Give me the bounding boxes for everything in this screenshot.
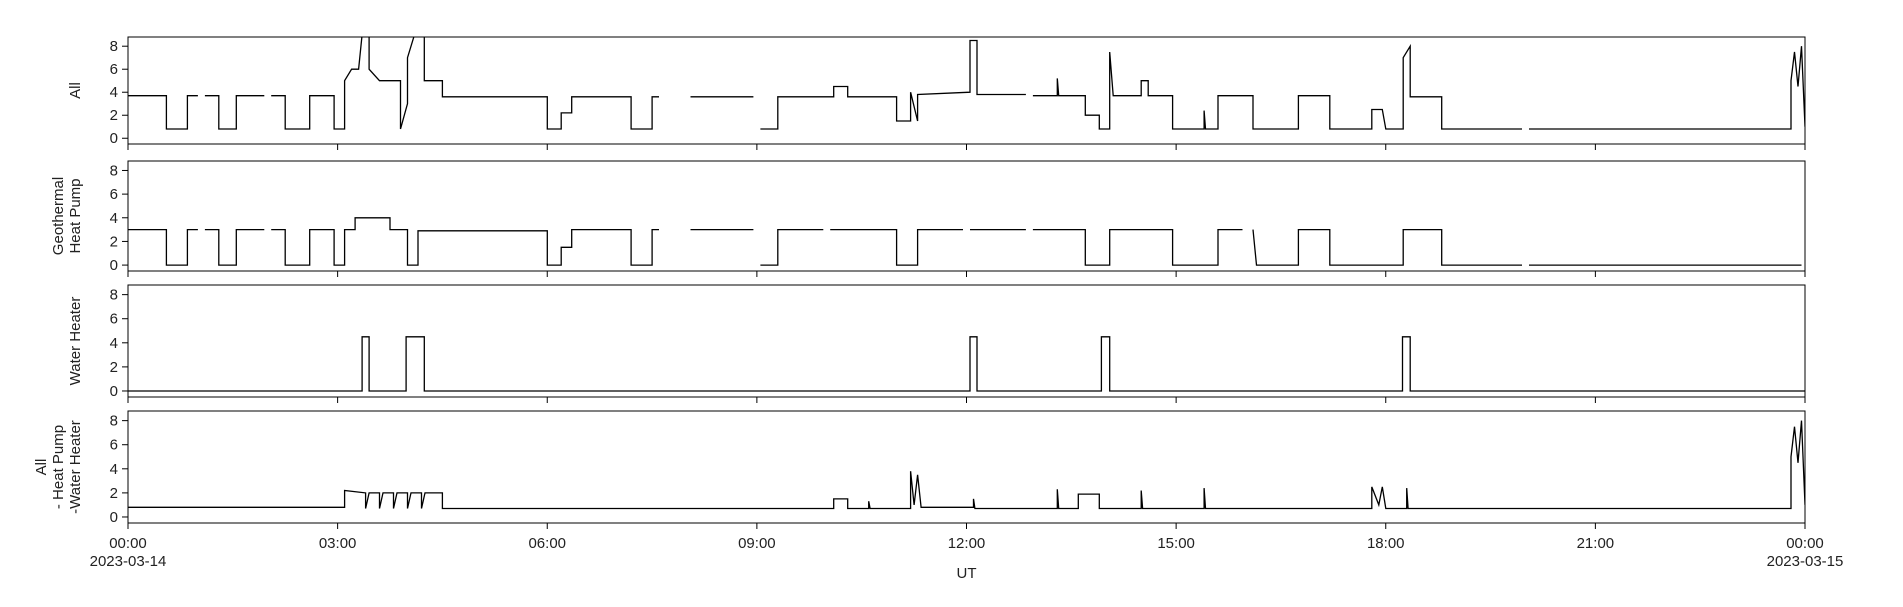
plot-frame: [127, 284, 1806, 398]
y-tick-label: 6: [110, 61, 118, 78]
y-tick-label: 8: [110, 413, 118, 430]
x-tick-label: 06:00: [528, 535, 566, 552]
x-tick-label: 00:00: [109, 535, 147, 552]
y-axis-label: All: [33, 459, 50, 476]
x-tick-label: 03:00: [319, 535, 357, 552]
y-tick-label: 0: [110, 130, 118, 147]
x-tick-label: 21:00: [1577, 535, 1615, 552]
y-axis-label: Geothermal: [50, 177, 67, 255]
data-line: [128, 420, 1805, 510]
plot-frame: [127, 36, 1806, 145]
y-tick-label: 0: [110, 509, 118, 526]
plot-frame: [127, 160, 1806, 272]
y-axis-label: -Water Heater: [67, 420, 84, 514]
y-tick-label: 0: [110, 257, 118, 274]
x-tick-label: 12:00: [948, 535, 986, 552]
y-tick-label: 0: [110, 383, 118, 400]
y-tick-label: 4: [110, 335, 118, 352]
y-tick-label: 6: [110, 311, 118, 328]
y-tick-label: 8: [110, 162, 118, 179]
data-line: [128, 37, 1805, 130]
x-tick-label: 18:00: [1367, 535, 1405, 552]
y-tick-label: 8: [110, 287, 118, 304]
y-tick-label: 2: [110, 359, 118, 376]
data-line: [128, 217, 1802, 266]
y-tick-label: 8: [110, 38, 118, 55]
y-tick-label: 4: [110, 210, 118, 227]
y-axis-label: - Heat Pump: [50, 425, 67, 509]
y-axis-label: All: [67, 82, 84, 99]
x-tick-label: 00:00: [1786, 535, 1824, 552]
x-tick-label: 09:00: [738, 535, 776, 552]
y-tick-label: 4: [110, 461, 118, 478]
y-tick-label: 2: [110, 233, 118, 250]
x-axis-label: UT: [957, 565, 977, 582]
y-tick-label: 2: [110, 485, 118, 502]
y-tick-label: 6: [110, 437, 118, 454]
y-tick-label: 2: [110, 107, 118, 124]
data-line: [128, 336, 1805, 392]
x-tick-label: 15:00: [1157, 535, 1195, 552]
y-axis-label: Heat Pump: [67, 178, 84, 253]
y-tick-label: 4: [110, 84, 118, 101]
y-tick-label: 6: [110, 186, 118, 203]
x-date-label: 2023-03-14: [90, 553, 167, 570]
y-axis-label: Water Heater: [67, 297, 84, 386]
x-date-label: 2023-03-15: [1767, 553, 1844, 570]
